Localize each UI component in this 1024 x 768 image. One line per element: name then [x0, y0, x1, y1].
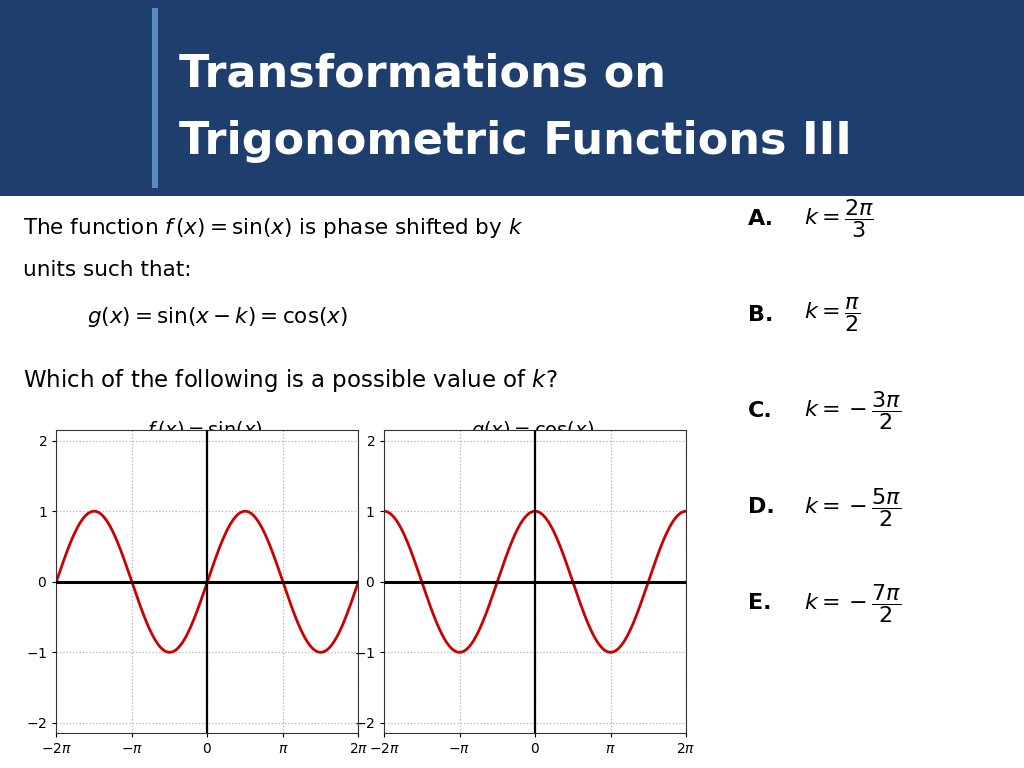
Text: E.: E.: [748, 593, 771, 613]
Text: $k = \dfrac{\pi}{2}$: $k = \dfrac{\pi}{2}$: [804, 296, 860, 334]
Text: Trigonometric Functions III: Trigonometric Functions III: [179, 120, 852, 163]
Text: Which of the following is a possible value of $k$?: Which of the following is a possible val…: [23, 368, 557, 395]
Text: C.: C.: [748, 401, 772, 421]
Text: $k = -\dfrac{7\pi}{2}$: $k = -\dfrac{7\pi}{2}$: [804, 581, 901, 624]
Text: $f\,(x)=\sin(x)$: $f\,(x)=\sin(x)$: [146, 419, 263, 440]
Text: $g(x)=\sin(x-k)=\cos(x)$: $g(x)=\sin(x-k)=\cos(x)$: [87, 305, 348, 329]
Text: $k = \dfrac{2\pi}{3}$: $k = \dfrac{2\pi}{3}$: [804, 197, 873, 240]
Text: units such that:: units such that:: [23, 260, 191, 280]
Text: D.: D.: [748, 497, 774, 517]
Text: $k = -\dfrac{3\pi}{2}$: $k = -\dfrac{3\pi}{2}$: [804, 389, 901, 432]
Text: Transformations on: Transformations on: [179, 53, 667, 96]
Text: $k = -\dfrac{5\pi}{2}$: $k = -\dfrac{5\pi}{2}$: [804, 485, 901, 528]
Text: $g(x)=\cos(x)$: $g(x)=\cos(x)$: [471, 419, 594, 442]
Text: A.: A.: [748, 209, 773, 229]
Text: B.: B.: [748, 305, 773, 325]
Text: The function $f\,(x)=\sin(x)$ is phase shifted by $k$: The function $f\,(x)=\sin(x)$ is phase s…: [23, 216, 522, 240]
